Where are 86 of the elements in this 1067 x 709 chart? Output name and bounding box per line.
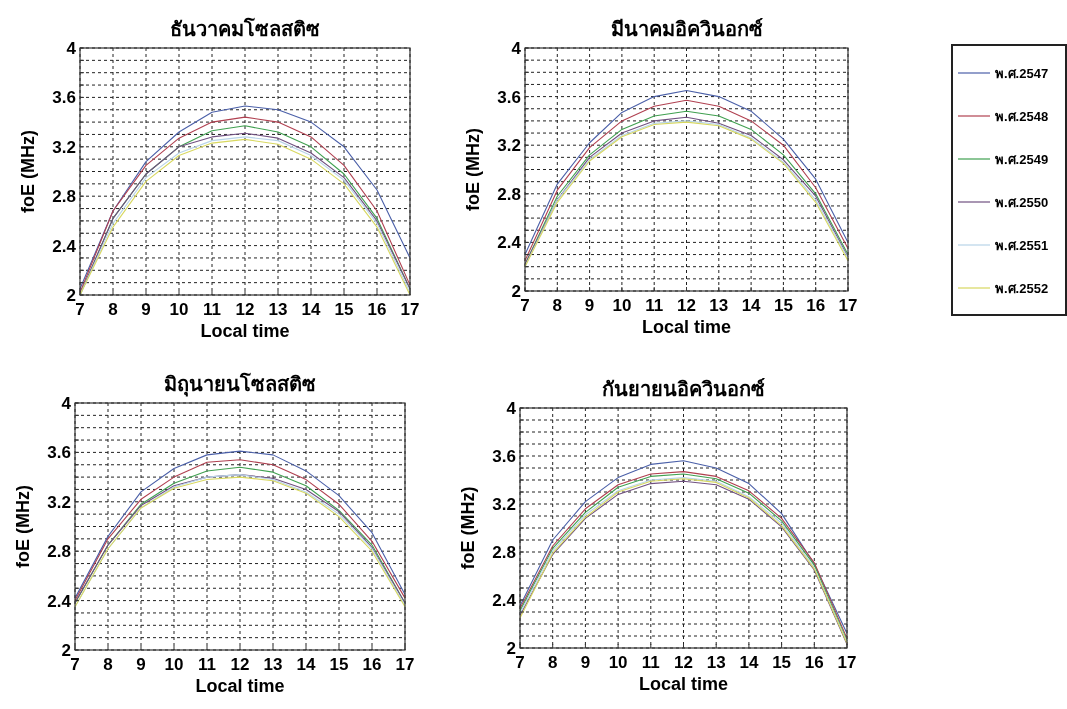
chart-title: มีนาคมอิควินอกซ์: [610, 18, 763, 40]
x-tick-label: 8: [103, 655, 113, 674]
x-tick-label: 7: [515, 653, 525, 672]
legend-label: พ.ศ.2548: [995, 109, 1049, 124]
y-tick-label: 2: [66, 286, 76, 305]
y-axis-title: foE (MHz): [458, 486, 478, 570]
x-tick-label: 9: [136, 655, 146, 674]
x-tick-label: 16: [804, 653, 824, 672]
x-tick-label: 8: [547, 653, 558, 672]
y-axis-title: foE (MHz): [463, 128, 483, 211]
x-tick-label: 13: [706, 653, 726, 672]
legend-label: พ.ศ.2549: [995, 152, 1049, 167]
x-tick-label: 12: [674, 653, 693, 672]
x-tick-label: 14: [296, 655, 316, 674]
x-axis-title: Local time: [638, 674, 729, 694]
x-tick-label: 8: [108, 300, 118, 319]
y-axis-title: foE (MHz): [13, 485, 33, 568]
y-tick-label: 3.6: [492, 447, 516, 466]
x-axis-title: Local time: [200, 321, 290, 341]
x-tick-label: 14: [739, 653, 759, 672]
x-tick-label: 10: [612, 296, 632, 315]
x-tick-label: 15: [334, 300, 354, 319]
y-tick-label: 3.6: [47, 443, 71, 463]
y-axis-title: foE (MHz): [18, 130, 38, 213]
x-tick-label: 17: [837, 653, 857, 672]
chart-title: กันยายนอิควินอกซ์: [602, 378, 765, 400]
y-tick-label: 2.4: [47, 591, 72, 611]
y-tick-label: 3.6: [497, 87, 521, 107]
chart-title: มิถุนายนโซลสติซ: [164, 372, 316, 397]
legend-label: พ.ศ.2552: [995, 281, 1049, 296]
y-tick-label: 2: [506, 639, 516, 658]
y-tick-label: 2.8: [497, 184, 521, 204]
y-tick-label: 2.8: [52, 187, 76, 207]
y-tick-label: 3.2: [52, 137, 76, 157]
x-tick-label: 15: [329, 655, 349, 674]
x-tick-label: 17: [838, 296, 858, 315]
chart-title: ธันวาคมโซลสติซ: [170, 17, 320, 40]
x-tick-label: 16: [367, 300, 387, 319]
x-tick-label: 7: [75, 300, 85, 319]
x-tick-label: 13: [268, 300, 288, 319]
x-tick-label: 7: [70, 655, 80, 674]
x-tick-label: 15: [773, 296, 793, 315]
x-tick-label: 13: [263, 655, 283, 674]
x-axis-title: Local time: [641, 317, 732, 337]
x-tick-label: 15: [772, 653, 792, 672]
y-tick-label: 3.2: [492, 495, 516, 514]
x-tick-label: 12: [677, 296, 696, 315]
y-tick-label: 3.2: [497, 136, 521, 156]
legend-label: พ.ศ.2551: [995, 238, 1049, 253]
y-tick-label: 4: [61, 394, 72, 413]
x-tick-label: 10: [608, 653, 628, 672]
x-tick-label: 10: [169, 300, 189, 319]
y-tick-label: 2.4: [52, 236, 77, 256]
y-tick-label: 4: [511, 39, 522, 58]
x-tick-label: 11: [198, 655, 216, 674]
x-tick-label: 14: [301, 300, 321, 319]
x-tick-label: 17: [400, 300, 420, 319]
y-tick-label: 2.8: [47, 542, 71, 562]
x-tick-label: 7: [520, 296, 530, 315]
y-tick-label: 2.4: [497, 233, 522, 253]
x-tick-label: 8: [552, 296, 563, 315]
x-tick-label: 12: [230, 655, 250, 674]
y-tick-label: 4: [66, 39, 77, 58]
x-tick-label: 9: [141, 300, 151, 319]
x-tick-label: 10: [164, 655, 184, 674]
x-tick-label: 16: [806, 296, 826, 315]
legend-label: พ.ศ.2550: [995, 195, 1049, 210]
x-tick-label: 9: [584, 296, 595, 315]
y-tick-label: 2.4: [492, 591, 517, 610]
y-tick-label: 3.2: [47, 492, 71, 512]
y-tick-label: 2: [511, 282, 521, 301]
x-tick-label: 14: [741, 296, 762, 315]
y-tick-label: 2: [61, 641, 71, 660]
y-tick-label: 2.8: [492, 543, 516, 562]
x-tick-label: 12: [235, 300, 255, 319]
x-tick-label: 11: [641, 653, 660, 672]
legend-label: พ.ศ.2547: [995, 66, 1049, 81]
x-tick-label: 13: [709, 296, 729, 315]
x-tick-label: 11: [203, 300, 221, 319]
x-tick-label: 11: [645, 296, 664, 315]
x-tick-label: 16: [362, 655, 382, 674]
x-tick-label: 17: [395, 655, 415, 674]
x-axis-title: Local time: [195, 676, 285, 696]
y-tick-label: 3.6: [52, 88, 76, 108]
y-tick-label: 4: [506, 399, 517, 418]
x-tick-label: 9: [580, 653, 591, 672]
